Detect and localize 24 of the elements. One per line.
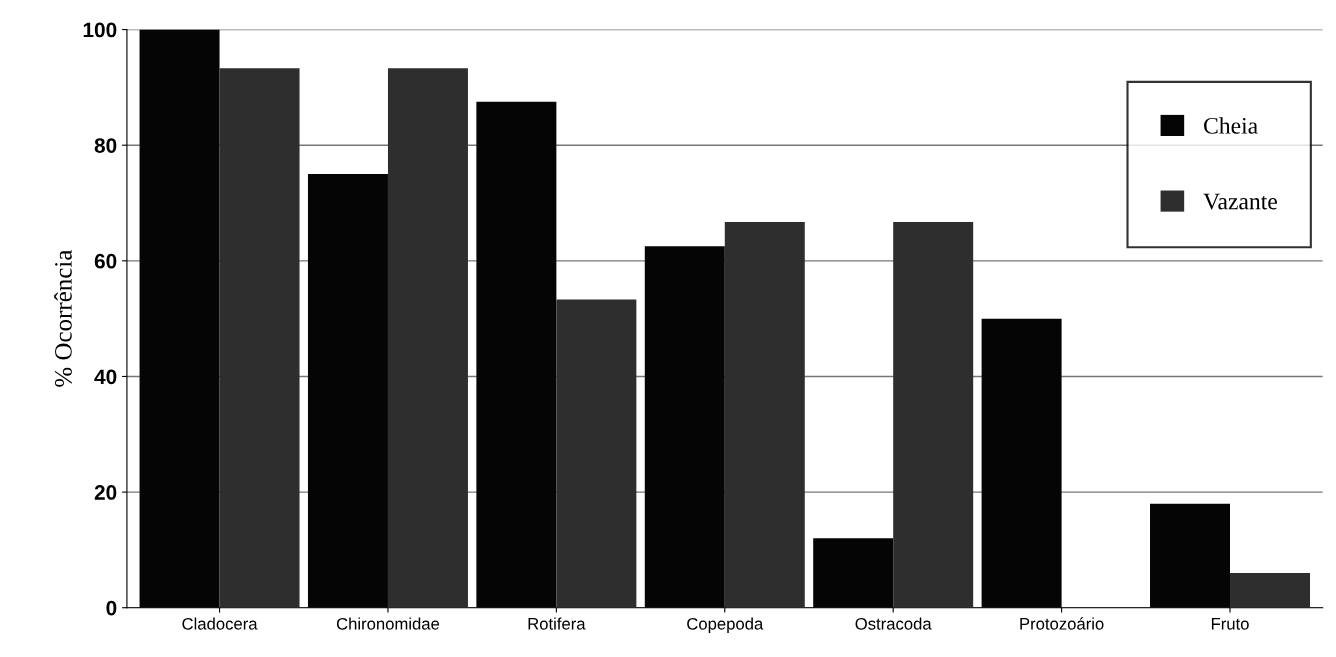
bar xyxy=(556,299,637,608)
y-tick-label: 0 xyxy=(106,600,117,616)
x-tick-label: Protozoário xyxy=(1020,617,1104,630)
bar xyxy=(476,101,557,608)
y-tick-label: 80 xyxy=(94,138,117,153)
y-tick-label: 60 xyxy=(94,253,117,269)
bar xyxy=(219,68,300,608)
y-axis-title: % Ocorrência xyxy=(54,249,72,387)
x-tick-label: Rotifera xyxy=(528,617,586,630)
legend-label: Cheia xyxy=(1204,117,1258,134)
legend-label: Vazante xyxy=(1203,193,1277,210)
x-tick-label: Ostracoda xyxy=(855,617,932,630)
bar xyxy=(387,68,468,608)
bar xyxy=(893,222,974,608)
x-tick-label: Cladocera xyxy=(182,617,258,630)
bar xyxy=(724,222,805,608)
bar xyxy=(1230,573,1311,608)
y-tick-label: 40 xyxy=(94,369,117,385)
bar xyxy=(813,538,894,608)
y-tick-label: 20 xyxy=(94,485,117,500)
y-tick-label: 100 xyxy=(83,22,117,38)
x-tick-label: Fruto xyxy=(1211,618,1249,630)
x-tick-label: Chironomidae xyxy=(336,617,440,630)
x-tick-label: Copepoda xyxy=(687,617,764,633)
